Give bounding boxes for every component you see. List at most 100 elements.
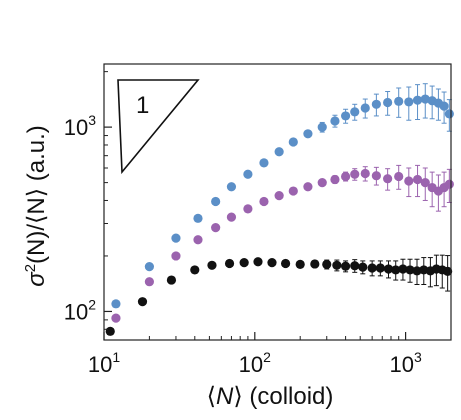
data-point xyxy=(166,275,177,285)
data-point xyxy=(391,265,401,275)
y-axis-label: σ2(N)/⟨N⟩ (a.u.) xyxy=(22,125,50,287)
data-point xyxy=(137,297,148,307)
data-point xyxy=(375,263,385,273)
data-point xyxy=(404,176,414,186)
y-label-rest: (N)/⟨N⟩ (a.u.) xyxy=(23,125,50,264)
data-point xyxy=(367,263,377,273)
data-point xyxy=(443,266,453,276)
data-point xyxy=(330,116,340,126)
data-point xyxy=(288,186,298,196)
data-point xyxy=(224,258,235,269)
series-2 xyxy=(105,254,453,336)
data-point xyxy=(412,266,422,276)
data-point xyxy=(317,122,327,132)
x-tick-exp: 1 xyxy=(112,349,120,365)
plot-frame xyxy=(103,63,452,341)
data-point xyxy=(350,169,360,179)
x-tick-exp: 3 xyxy=(414,349,422,365)
data-point xyxy=(371,171,381,181)
plot-area xyxy=(105,83,454,336)
data-point xyxy=(295,259,305,269)
data-point xyxy=(171,251,181,261)
data-point xyxy=(226,212,237,222)
data-point xyxy=(193,213,203,223)
x-label-suffix: ⟩ (colloid) xyxy=(233,383,333,410)
slope-triangle-annotation: 1 xyxy=(117,79,200,175)
data-point xyxy=(193,235,203,245)
data-point xyxy=(207,260,217,270)
slope-label: 1 xyxy=(136,92,149,119)
data-point xyxy=(404,97,414,107)
data-point xyxy=(253,257,263,267)
x-tick-base: 10 xyxy=(239,352,263,377)
data-point xyxy=(360,103,370,113)
data-point xyxy=(317,178,327,188)
y-tick-exp: 3 xyxy=(88,112,96,128)
data-point xyxy=(405,265,415,275)
y-label-sigma: σ xyxy=(23,271,50,287)
y-label-sup: 2 xyxy=(22,264,39,272)
data-point xyxy=(280,258,291,269)
data-point xyxy=(243,204,253,214)
data-point xyxy=(259,158,269,168)
y-tick-label: 103 xyxy=(64,112,96,140)
data-point xyxy=(243,169,253,179)
data-point xyxy=(398,264,408,274)
data-point xyxy=(239,258,249,268)
x-tick-label: 103 xyxy=(389,349,421,377)
data-point xyxy=(439,101,449,111)
slope-triangle xyxy=(117,79,200,175)
data-point xyxy=(412,174,423,185)
data-point xyxy=(394,96,404,106)
data-point xyxy=(350,261,360,271)
data-point xyxy=(190,265,200,275)
data-point xyxy=(144,262,154,272)
x-tick-label: 102 xyxy=(239,349,271,377)
data-point xyxy=(303,129,313,139)
data-point xyxy=(322,259,332,269)
data-point xyxy=(350,107,360,117)
data-point xyxy=(394,171,404,182)
y-tick-exp: 2 xyxy=(88,296,96,312)
data-point xyxy=(444,109,454,119)
data-point xyxy=(267,258,277,268)
x-tick-base: 10 xyxy=(88,352,112,377)
series-1 xyxy=(111,164,454,323)
data-point xyxy=(105,326,115,336)
data-point xyxy=(330,174,340,185)
data-point xyxy=(383,97,393,108)
x-label-var: N xyxy=(216,383,234,410)
data-point xyxy=(383,174,393,184)
y-tick-base: 10 xyxy=(64,115,88,140)
data-point xyxy=(259,196,269,207)
data-point xyxy=(412,95,423,105)
data-point xyxy=(211,223,221,233)
data-point xyxy=(360,168,370,179)
data-point xyxy=(310,259,320,269)
data-point xyxy=(144,277,154,287)
data-point xyxy=(274,191,284,201)
data-point xyxy=(111,299,121,309)
x-label-prefix: ⟨ xyxy=(207,383,216,410)
data-point xyxy=(211,196,221,207)
data-point xyxy=(444,179,454,189)
data-point xyxy=(226,182,237,192)
data-point xyxy=(303,182,313,192)
data-point xyxy=(274,147,284,157)
x-tick-base: 10 xyxy=(389,352,413,377)
x-tick-label: 101 xyxy=(88,349,120,377)
data-point xyxy=(340,111,351,121)
data-point xyxy=(340,171,351,182)
y-tick-base: 10 xyxy=(64,299,88,324)
data-point xyxy=(332,260,342,270)
data-point xyxy=(383,264,394,274)
x-axis-label: ⟨N⟩ (colloid) xyxy=(207,383,334,410)
data-point xyxy=(358,262,368,272)
series-0 xyxy=(111,83,454,309)
data-point xyxy=(371,99,381,109)
data-point xyxy=(288,137,298,147)
data-point xyxy=(420,178,430,188)
data-point xyxy=(111,313,121,323)
y-tick-label: 102 xyxy=(64,296,96,324)
